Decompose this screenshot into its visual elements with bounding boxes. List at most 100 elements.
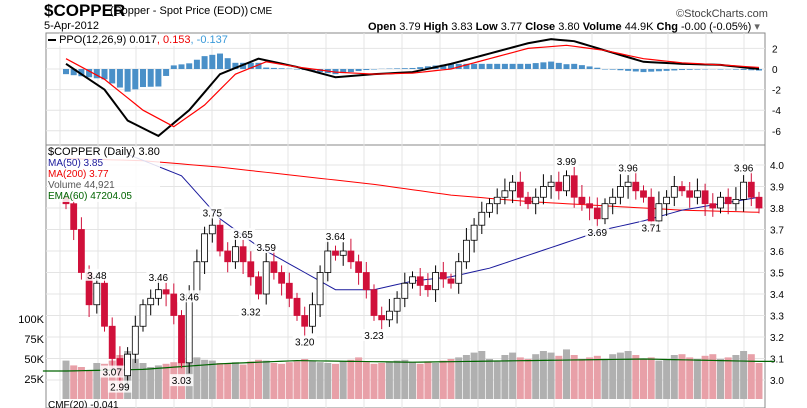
volume-bar — [424, 361, 432, 399]
volume-bar — [524, 359, 532, 399]
price-annotation: 3.46 — [149, 273, 169, 284]
volume-bar — [332, 363, 339, 399]
annotation-bg — [323, 230, 348, 243]
volume-value: 44.9K — [624, 21, 654, 33]
candle — [747, 181, 755, 198]
price-tick-label: 3.9 — [770, 183, 784, 194]
candle — [617, 186, 624, 198]
ppo-histogram-bar — [255, 62, 262, 69]
candle — [501, 190, 509, 198]
candle — [293, 297, 301, 316]
candle — [216, 224, 224, 252]
low-value: 3.77 — [500, 21, 523, 33]
ppo-histogram-bar — [70, 69, 77, 76]
ppo-panel — [45, 32, 766, 146]
volume-bar — [755, 363, 763, 399]
dropdown-arrow-icon[interactable]: ▾ — [754, 21, 760, 33]
ppo-histogram-bar — [209, 54, 216, 69]
price-annotation: 3.96 — [734, 163, 754, 174]
volume-bar — [255, 359, 262, 399]
ppo-histogram-bar — [263, 67, 270, 69]
ppo-histogram-bar — [86, 69, 93, 78]
ppo-histogram-bar — [394, 68, 401, 69]
ppo-histogram-bar — [401, 68, 408, 69]
candle — [93, 282, 101, 306]
ppo-histogram-bar — [555, 62, 562, 69]
ppo-histogram-bar — [625, 69, 632, 71]
ppo-histogram-bar — [278, 68, 285, 69]
annotation-bg — [292, 335, 317, 348]
ppo-histogram-bar — [417, 67, 424, 69]
ppo-tick-label: -2 — [772, 86, 781, 97]
price-annotation: 3.46 — [179, 292, 199, 303]
candle — [516, 181, 524, 198]
volume-bar — [539, 351, 547, 399]
ema60-line — [42, 358, 775, 372]
annotation-bg — [585, 225, 610, 238]
candle — [624, 181, 632, 187]
ppo-histogram-bar — [124, 69, 131, 92]
ppo-histogram-bar — [371, 69, 377, 70]
volume-bar — [478, 351, 486, 399]
candle — [632, 181, 640, 192]
candle — [239, 246, 247, 263]
chg-label: Chg — [656, 21, 678, 33]
candle — [755, 196, 763, 209]
candle — [401, 282, 409, 299]
price-annotation: 3.69 — [588, 228, 608, 239]
volume-bar — [516, 357, 524, 399]
ppo-histogram-bar — [140, 69, 146, 88]
price-annotation: 3.20 — [295, 337, 315, 348]
volume-bar — [555, 355, 563, 399]
ppo-line-swatch — [48, 39, 56, 42]
ppo-histogram-bar — [578, 65, 585, 69]
annotation-bg — [200, 206, 225, 219]
ppo-histogram-bar — [294, 69, 300, 70]
volume-bar — [316, 362, 324, 399]
ppo-histogram-bar — [463, 63, 470, 69]
ppo-histogram-bar — [486, 63, 493, 69]
candle — [424, 284, 432, 291]
price-tick-label: 3.8 — [770, 204, 784, 215]
price-tick-label: 3.0 — [770, 376, 784, 387]
candle — [170, 293, 178, 316]
volume-bar — [509, 352, 517, 399]
candle — [570, 175, 578, 198]
volume-bar — [416, 363, 424, 399]
candle — [178, 315, 185, 364]
ppo-histogram-bar — [178, 64, 185, 69]
price-legend: $COPPER (Daily) 3.80 MA(50) 3.85 MA(200)… — [48, 147, 160, 202]
volume-bar — [732, 355, 740, 399]
price-annotation: 3.99 — [557, 157, 577, 168]
volume-bar — [162, 363, 170, 399]
candle — [532, 196, 540, 205]
candle — [432, 272, 440, 291]
price-annotation: 3.23 — [364, 331, 384, 342]
candle — [670, 186, 678, 198]
volume-bar — [740, 351, 748, 399]
annotation-bg — [169, 374, 194, 387]
ppo-histogram-bar — [232, 62, 239, 69]
volume-bar — [154, 365, 162, 399]
volume-bar — [385, 361, 393, 399]
volume-bar — [139, 363, 147, 399]
annotation-bg — [100, 365, 125, 378]
candle — [70, 203, 78, 230]
volume-bar — [262, 360, 270, 399]
ppo-histogram-bar — [270, 67, 277, 69]
annotation-bg — [146, 270, 171, 283]
candle — [224, 250, 232, 263]
ppo-histogram-bar — [540, 62, 547, 69]
ppo-histogram-bar — [532, 63, 539, 69]
ppo-histogram-bar — [478, 63, 485, 69]
ppo-histogram-bar — [602, 69, 608, 70]
candle — [409, 276, 416, 284]
candle — [578, 196, 586, 205]
low-label: Low — [475, 21, 498, 33]
ppo-histogram-bar — [116, 69, 123, 88]
ppo-histogram-bar — [363, 69, 370, 71]
volume-bar — [432, 363, 440, 399]
volume-bar — [616, 352, 624, 399]
ppo-histogram-bar — [617, 69, 624, 71]
